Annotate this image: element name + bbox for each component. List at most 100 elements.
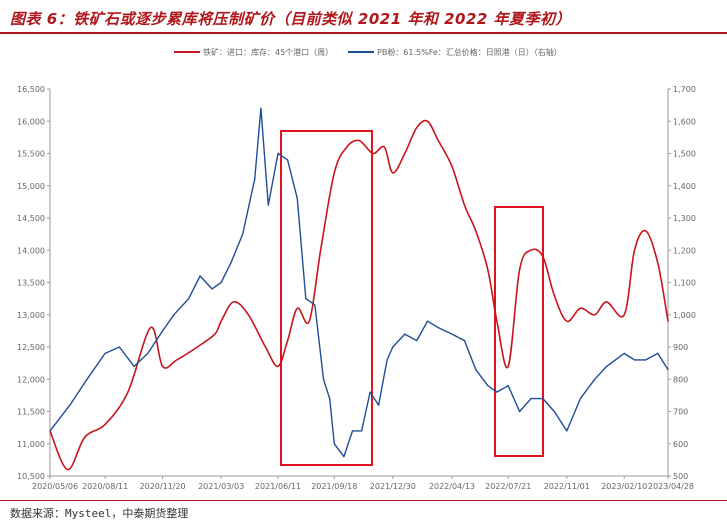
point-inventory — [84, 436, 86, 438]
point-inventory — [383, 146, 385, 148]
title-rule — [0, 32, 727, 34]
y-left-tick-label: 16,500 — [17, 85, 45, 94]
source-note: 数据来源：Mysteel，中泰期货整理 — [10, 507, 189, 520]
point-inventory — [233, 301, 235, 303]
y-left-tick-label: 15,000 — [17, 182, 45, 191]
y-left-tick-label: 16,000 — [17, 117, 45, 126]
x-tick-label: 2021/12/30 — [370, 482, 416, 491]
x-tick-label: 2022/11/01 — [544, 482, 590, 491]
point-price — [173, 314, 175, 316]
point-inventory — [633, 249, 636, 251]
point-inventory — [372, 152, 374, 155]
point-price — [416, 340, 418, 342]
point-price — [542, 398, 544, 400]
point-inventory — [320, 249, 322, 251]
x-tick-label: 2023/02/10 — [601, 482, 647, 491]
point-inventory — [657, 262, 659, 264]
point-inventory — [579, 307, 582, 309]
point-price — [530, 398, 532, 400]
point-price — [378, 404, 380, 406]
y-right-tick-label: 500 — [673, 472, 688, 481]
point-price — [606, 365, 608, 367]
point-price — [104, 352, 106, 354]
point-price — [426, 320, 429, 322]
y-right-tick-label: 1,600 — [673, 117, 696, 126]
point-inventory — [176, 359, 178, 361]
point-inventory — [104, 423, 106, 425]
point-price — [566, 430, 568, 432]
point-price — [437, 327, 439, 329]
point-inventory — [553, 294, 555, 296]
point-inventory — [519, 269, 521, 271]
point-price — [553, 410, 555, 413]
series-layer — [49, 107, 669, 471]
point-inventory — [606, 301, 608, 303]
y-right-tick-label: 1,300 — [673, 214, 696, 223]
point-price — [386, 359, 388, 361]
point-price — [329, 398, 331, 400]
point-inventory — [404, 152, 406, 155]
point-price — [333, 443, 335, 445]
legend-label-price: PB粉：61.5%Fe：汇总价格：日照港（日）（右轴） — [377, 47, 562, 57]
point-inventory — [645, 230, 647, 232]
y-left-tick-label: 11,500 — [17, 408, 45, 417]
axes: 10,500 11,000 11,500 12,000 12,500 13,000 13,5… — [17, 85, 696, 491]
point-price — [361, 430, 363, 432]
point-price — [451, 333, 453, 335]
point-inventory — [214, 333, 216, 335]
point-inventory — [264, 346, 267, 348]
point-inventory — [358, 140, 360, 142]
series-line-inventory — [49, 119, 669, 471]
point-price — [496, 391, 498, 393]
y-right-tick-label: 600 — [673, 440, 688, 449]
y-right-tick-label: 1,200 — [673, 246, 696, 255]
y-right-tick-label: 700 — [673, 408, 688, 417]
point-price — [211, 288, 213, 290]
point-price — [49, 430, 51, 432]
point-price — [133, 365, 135, 367]
point-price — [220, 281, 222, 284]
x-tick-label: 2020/11/20 — [140, 482, 186, 491]
y-right-tick-label: 800 — [673, 375, 688, 384]
point-inventory — [496, 320, 498, 322]
y-left-tick-label: 10,500 — [17, 472, 45, 481]
legend: 铁矿：进口：库存：45个港口（周） PB粉：61.5%Fe：汇总价格：日照港（日… — [174, 47, 562, 57]
y-left-tick-label: 14,000 — [17, 246, 45, 255]
point-price — [305, 298, 307, 300]
x-tick-label: 2020/08/11 — [82, 482, 128, 491]
point-inventory — [594, 314, 596, 316]
point-inventory — [475, 230, 477, 232]
source-rule — [0, 500, 727, 501]
point-inventory — [67, 469, 69, 471]
y-right-tick-label: 1,700 — [673, 85, 696, 94]
point-price — [519, 410, 521, 413]
y-right-tick-label: 900 — [673, 343, 688, 352]
point-inventory — [127, 391, 129, 393]
point-price — [633, 359, 636, 361]
point-inventory — [220, 320, 222, 322]
point-price — [254, 178, 256, 180]
point-price — [463, 340, 466, 342]
point-price — [322, 378, 325, 380]
point-inventory — [437, 140, 439, 142]
y-left-tick-label: 13,500 — [17, 279, 45, 288]
point-price — [594, 378, 596, 380]
y-left-tick-label: 14,500 — [17, 214, 45, 223]
y-right-tick-label: 1,000 — [673, 311, 696, 320]
point-inventory — [150, 327, 152, 329]
point-inventory — [196, 346, 198, 348]
point-price — [296, 198, 298, 200]
point-price — [260, 107, 262, 109]
point-price — [162, 330, 164, 332]
point-inventory — [463, 204, 466, 206]
point-inventory — [333, 172, 335, 174]
x-tick-label: 2021/03/03 — [198, 482, 244, 491]
point-inventory — [426, 120, 429, 122]
point-price — [667, 369, 669, 371]
point-inventory — [416, 127, 418, 129]
point-price — [242, 233, 244, 235]
series-line-price — [49, 107, 669, 458]
point-inventory — [507, 365, 509, 367]
point-inventory — [247, 314, 249, 316]
point-price — [277, 152, 279, 155]
